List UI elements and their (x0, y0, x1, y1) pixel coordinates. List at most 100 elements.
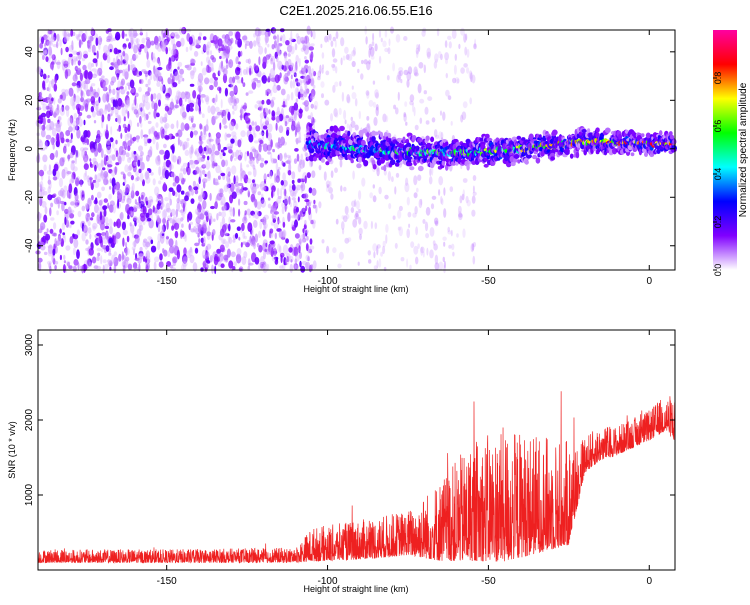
noise-speckle (280, 180, 284, 186)
noise-speckle (72, 247, 76, 256)
noise-speckle (223, 146, 228, 151)
noise-speckle (302, 228, 305, 234)
noise-speckle (346, 94, 351, 103)
noise-speckle (232, 239, 236, 243)
noise-speckle (344, 205, 349, 215)
noise-speckle (159, 40, 163, 49)
noise-speckle (295, 33, 300, 39)
noise-speckle (167, 77, 172, 85)
noise-speckle (413, 66, 418, 76)
signal-cell (564, 150, 570, 155)
noise-speckle (312, 122, 315, 130)
signal-cell (668, 131, 673, 136)
noise-speckle (99, 171, 105, 179)
noise-speckle (288, 196, 291, 205)
noise-speckle (258, 45, 264, 55)
noise-speckle (175, 132, 179, 137)
noise-speckle (378, 55, 382, 64)
noise-speckle (332, 84, 336, 93)
noise-speckle (427, 96, 433, 101)
noise-speckle (123, 53, 129, 63)
noise-speckle (458, 213, 463, 218)
noise-speckle (101, 232, 106, 236)
x-tick-label: -150 (157, 276, 177, 287)
noise-speckle (261, 130, 265, 136)
noise-speckle (246, 178, 252, 184)
noise-speckle (372, 80, 376, 85)
noise-speckle (118, 114, 122, 125)
noise-speckle (220, 172, 226, 177)
noise-speckle (53, 232, 57, 237)
noise-speckle (344, 46, 349, 54)
noise-speckle (200, 95, 203, 102)
noise-speckle (345, 213, 350, 220)
signal-cell (362, 154, 367, 159)
noise-speckle (48, 175, 51, 182)
noise-speckle (469, 97, 473, 105)
noise-speckle (145, 256, 148, 263)
noise-speckle (147, 120, 152, 125)
noise-speckle (264, 160, 269, 164)
noise-speckle (154, 186, 160, 196)
noise-speckle (208, 132, 211, 138)
noise-speckle (97, 142, 102, 153)
noise-speckle (39, 125, 43, 130)
noise-speckle (128, 84, 131, 90)
noise-speckle (312, 84, 316, 89)
noise-speckle (206, 56, 210, 64)
noise-speckle (164, 135, 170, 140)
signal-cell (389, 159, 396, 166)
noise-speckle (223, 52, 227, 59)
noise-speckle (443, 187, 446, 196)
noise-speckle (196, 43, 200, 48)
noise-speckle (285, 257, 290, 266)
noise-speckle (224, 33, 230, 44)
noise-speckle (224, 132, 228, 141)
signal-cell (483, 163, 489, 168)
noise-speckle (310, 88, 316, 97)
noise-speckle (439, 110, 443, 116)
noise-speckle (413, 106, 416, 117)
noise-speckle (67, 261, 70, 267)
noise-speckle (79, 80, 84, 89)
noise-speckle (406, 228, 411, 239)
signal-cell (549, 152, 556, 158)
noise-speckle (188, 248, 193, 257)
noise-speckle (406, 79, 410, 88)
noise-speckle (190, 144, 194, 154)
noise-speckle (297, 214, 300, 221)
x-tick-label: 0 (646, 576, 652, 587)
noise-speckle (45, 39, 50, 46)
noise-speckle (413, 245, 419, 255)
noise-speckle (201, 164, 207, 169)
noise-speckle (275, 161, 279, 172)
noise-speckle (275, 111, 278, 116)
noise-speckle (279, 136, 285, 146)
noise-speckle (378, 258, 382, 268)
noise-speckle (220, 99, 223, 109)
noise-speckle (375, 92, 379, 99)
noise-speckle (97, 162, 102, 171)
noise-speckle (75, 56, 79, 62)
noise-speckle (128, 42, 132, 49)
noise-speckle (75, 150, 78, 158)
signal-cell (441, 160, 446, 166)
noise-speckle (252, 156, 255, 161)
noise-speckle (254, 27, 261, 37)
noise-speckle (194, 242, 200, 247)
noise-speckle (267, 123, 273, 133)
noise-speckle (97, 252, 101, 257)
noise-speckle (297, 79, 303, 87)
noise-speckle (218, 87, 222, 94)
noise-speckle (177, 136, 180, 146)
noise-speckle (103, 171, 109, 178)
colorbar-ticks: 0.00.20.40.60.8 (713, 72, 723, 276)
noise-speckle (415, 47, 420, 55)
noise-speckle (137, 256, 142, 264)
noise-speckle (113, 251, 118, 257)
noise-speckle (189, 45, 193, 51)
noise-speckle (114, 166, 117, 176)
noise-speckle (289, 39, 293, 49)
noise-speckle (354, 98, 358, 107)
noise-speckle (198, 87, 202, 97)
